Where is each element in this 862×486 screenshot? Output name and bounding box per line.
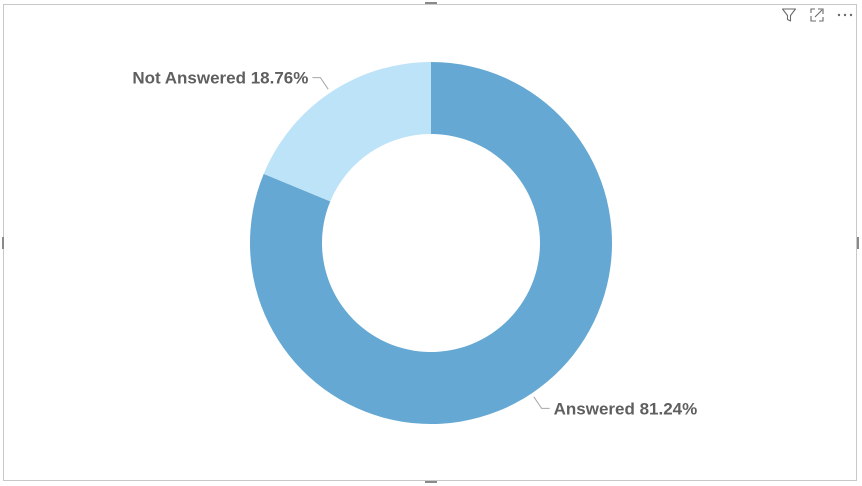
leader-line-answered <box>533 396 550 409</box>
focus-mode-icon[interactable] <box>808 6 826 24</box>
visual-header <box>780 6 854 24</box>
resize-handle-bottom[interactable] <box>425 481 437 483</box>
filter-icon[interactable] <box>780 6 798 24</box>
resize-handle-top[interactable] <box>425 2 437 4</box>
leader-line-not-answered <box>312 77 329 90</box>
donut-slice-answered[interactable] <box>250 62 612 425</box>
donut-slice-not-answered[interactable] <box>263 62 431 202</box>
data-label-answered: Answered 81.24% <box>554 399 698 418</box>
resize-handle-left[interactable] <box>2 237 4 249</box>
resize-handle-right[interactable] <box>857 237 859 249</box>
data-label-not-answered: Not Answered 18.76% <box>132 69 308 88</box>
more-options-icon[interactable] <box>836 6 854 24</box>
